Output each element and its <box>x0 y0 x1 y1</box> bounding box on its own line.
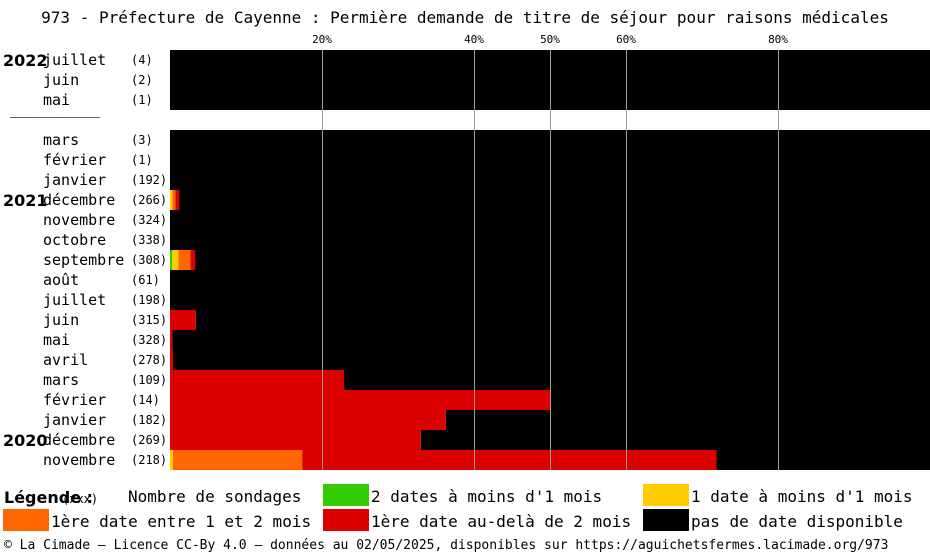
legend-swatch-yellow <box>643 484 689 506</box>
x-tick-label: 60% <box>616 33 636 46</box>
row-count-label: (2) <box>131 73 153 87</box>
bar-segment-red <box>190 250 196 270</box>
row-month-label: novembre <box>43 451 116 469</box>
bar-segment-black <box>179 190 930 210</box>
bar-segment-black <box>172 330 930 350</box>
bar-segment-orange <box>172 190 176 210</box>
year-label: 2022 <box>3 51 48 70</box>
legend-label-yellow: 1 date à moins d'1 mois <box>691 487 913 506</box>
row-count-label: (218) <box>131 453 168 467</box>
bar-segment-red <box>170 310 196 330</box>
bar-segment-orange <box>173 450 303 470</box>
bar-segment-red <box>170 370 345 390</box>
row-month-label: décembre <box>43 191 116 209</box>
legend-swatch-black <box>643 509 689 531</box>
row-month-label: janvier <box>43 171 107 189</box>
row-count-label: (269) <box>131 433 168 447</box>
bar-segment-black <box>420 430 930 450</box>
row-count-label: (198) <box>131 293 168 307</box>
row-month-label: octobre <box>43 231 107 249</box>
row-count-label: (324) <box>131 213 168 227</box>
period-separator: __________ <box>10 100 101 118</box>
row-count-label: (308) <box>131 253 168 267</box>
bar-segment-red <box>170 410 446 430</box>
row-count-label: (278) <box>131 353 168 367</box>
legend-label-black: pas de date disponible <box>691 512 903 531</box>
bar-segment-yellow <box>170 190 173 210</box>
row-month-label: mars <box>43 371 80 389</box>
chart-title: 973 - Préfecture de Cayenne : Permière d… <box>41 8 889 27</box>
row-count-label: (182) <box>131 413 168 427</box>
row-month-label: décembre <box>43 431 116 449</box>
x-tick-label: 20% <box>312 33 332 46</box>
row-month-label: juillet <box>43 51 107 69</box>
bar-segment-black <box>195 310 930 330</box>
legend-count-label: Nombre de sondages <box>128 487 302 506</box>
row-count-label: (14) <box>131 393 160 407</box>
x-tick-label: 50% <box>540 33 560 46</box>
row-month-label: août <box>43 271 80 289</box>
x-tick-label: 80% <box>768 33 788 46</box>
bar-segment-black <box>445 410 930 430</box>
row-month-label: mai <box>43 91 71 109</box>
bar-segment-yellow <box>172 250 179 270</box>
row-month-label: mai <box>43 331 71 349</box>
row-month-label: juin <box>43 71 80 89</box>
legend-swatch-red <box>323 509 369 531</box>
row-month-label: avril <box>43 351 89 369</box>
bar-segment-red <box>170 350 174 370</box>
bar-segment-red <box>175 190 180 210</box>
row-count-label: (109) <box>131 373 168 387</box>
bar-segment-yellow <box>170 450 174 470</box>
row-count-label: (61) <box>131 273 160 287</box>
legend-label-red: 1ère date au-delà de 2 mois <box>371 512 632 531</box>
legend-title: Légende : <box>4 488 94 507</box>
row-month-label: mars <box>43 131 80 149</box>
legend-count-marker: (xxx) <box>62 492 99 506</box>
row-month-label: février <box>43 391 107 409</box>
chart-plot <box>170 50 930 470</box>
row-month-label: janvier <box>43 411 107 429</box>
bar-segment-black <box>195 250 930 270</box>
year-label: 2021 <box>3 191 48 210</box>
legend-label-green: 2 dates à moins d'1 mois <box>371 487 603 506</box>
x-tick-label: 40% <box>464 33 484 46</box>
bar-segment-black <box>716 450 930 470</box>
row-count-label: (315) <box>131 313 168 327</box>
bar-segment-black <box>344 370 930 390</box>
bar-segment-red <box>170 430 421 450</box>
row-count-label: (1) <box>131 93 153 107</box>
footer-credit: © La Cimade – Licence CC-By 4.0 – donnée… <box>4 538 889 553</box>
bar-segment-black <box>173 350 930 370</box>
bar-segment-red <box>302 450 717 470</box>
row-count-label: (3) <box>131 133 153 147</box>
legend-swatch-green <box>323 484 369 506</box>
row-count-label: (192) <box>131 173 168 187</box>
row-month-label: juin <box>43 311 80 329</box>
row-count-label: (1) <box>131 153 153 167</box>
row-count-label: (266) <box>131 193 168 207</box>
bar-segment-black <box>550 390 930 410</box>
row-month-label: juillet <box>43 291 107 309</box>
row-month-label: novembre <box>43 211 116 229</box>
row-count-label: (338) <box>131 233 168 247</box>
bar-segment-red <box>170 330 173 350</box>
row-count-label: (328) <box>131 333 168 347</box>
bar-segment-orange <box>178 250 191 270</box>
legend-label-orange: 1ère date entre 1 et 2 mois <box>51 512 312 531</box>
bar-segment-green <box>170 250 173 270</box>
bar-segment-red <box>170 390 550 410</box>
legend-swatch-orange <box>3 509 49 531</box>
row-month-label: février <box>43 151 107 169</box>
row-count-label: (4) <box>131 53 153 67</box>
year-label: 2020 <box>3 431 48 450</box>
row-month-label: septembre <box>43 251 125 269</box>
